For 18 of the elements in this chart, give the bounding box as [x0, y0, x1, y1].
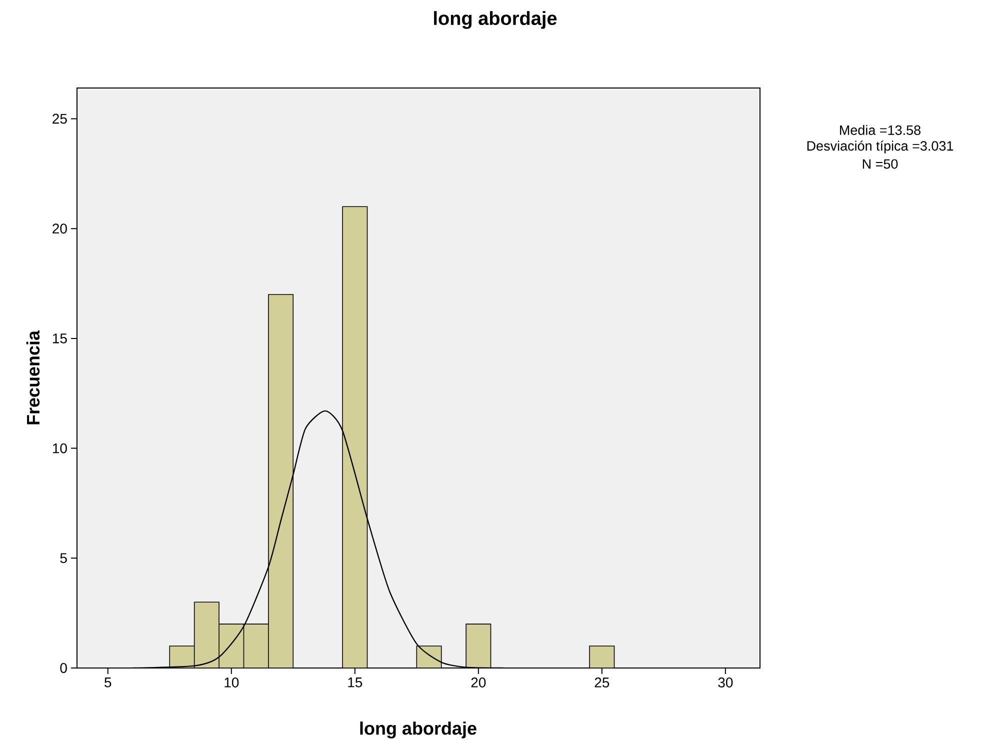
text: Media =13.58 — [840, 125, 920, 135]
text: N =50 — [862, 159, 898, 169]
y-tick-label: 10 — [52, 443, 67, 454]
y-tick-label: 15 — [52, 334, 67, 344]
x-tick-label: 5 — [104, 678, 112, 688]
x-tick-label: 10 — [224, 678, 239, 688]
y-tick-label: 5 — [60, 553, 67, 564]
x-tick-label: 20 — [471, 678, 486, 688]
y-tick-label: 0 — [60, 663, 67, 673]
x-tick-label: 25 — [594, 678, 610, 688]
y-tick-label: 25 — [52, 114, 67, 124]
x-tick-label: 30 — [718, 678, 733, 688]
text: Desviación típica =3.031 — [807, 140, 954, 154]
y-tick-label: 20 — [52, 224, 67, 234]
x-axis-title: long abordaje — [360, 722, 476, 738]
x-tick-label: 15 — [348, 678, 362, 688]
chart-title: long abordaje — [434, 11, 557, 29]
y-axis-title: Frecuencia — [26, 330, 40, 424]
